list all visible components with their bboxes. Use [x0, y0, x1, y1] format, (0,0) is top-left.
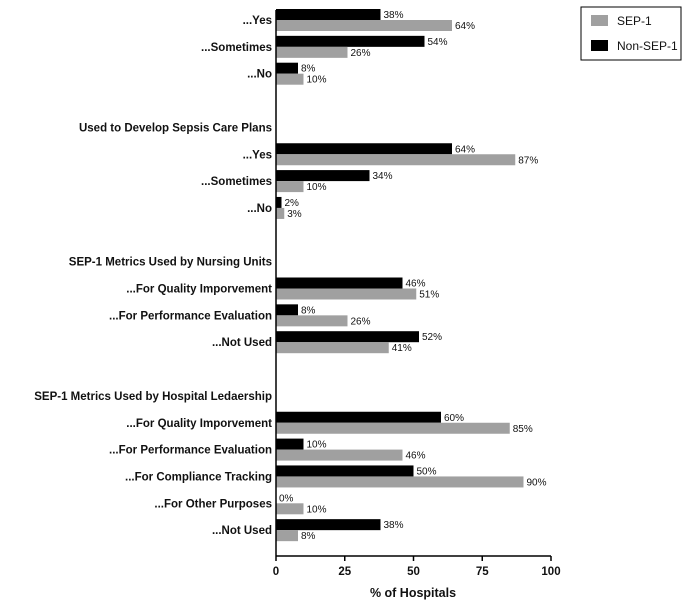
category-label: ...For Compliance Tracking	[125, 471, 272, 483]
bar-sep1	[276, 422, 510, 434]
category-label: ...Yes	[243, 149, 272, 161]
category-label: ...For Performance Evaluation	[109, 445, 272, 457]
data-label-non-sep1: 0%	[279, 493, 294, 504]
data-label-sep1: 90%	[527, 477, 547, 488]
category-label: ...For Quality Imporvement	[126, 284, 272, 296]
bar-sep1	[276, 342, 389, 354]
data-label-non-sep1: 8%	[301, 64, 316, 75]
category-label: ...Sometimes	[201, 176, 272, 188]
data-label-non-sep1: 34%	[373, 171, 393, 182]
data-label-non-sep1: 38%	[384, 520, 404, 531]
bar-non-sep1	[276, 331, 419, 343]
x-tick-label: 25	[338, 566, 351, 578]
x-tick-label: 0	[273, 566, 279, 578]
bar-sep1	[276, 288, 417, 300]
data-label-sep1: 10%	[307, 75, 327, 86]
x-tick-label: 100	[541, 566, 560, 578]
data-label-non-sep1: 50%	[417, 466, 437, 477]
x-tick-label: 75	[476, 566, 489, 578]
legend: SEP-1 Non-SEP-1	[580, 6, 682, 61]
bar-non-sep1	[276, 411, 441, 423]
data-label-sep1: 41%	[392, 343, 412, 354]
bars-layer: ...Yes 38%64%...Sometimes 54%26%...No 8%10%…	[34, 9, 547, 542]
legend-swatch	[591, 40, 608, 51]
x-tick-label: 50	[407, 566, 420, 578]
data-label-sep1: 3%	[287, 209, 302, 220]
data-label-sep1: 10%	[307, 182, 327, 193]
data-label-non-sep1: 2%	[285, 198, 300, 209]
data-label-non-sep1: 46%	[406, 279, 426, 290]
bar-non-sep1	[276, 196, 282, 208]
data-label-non-sep1: 52%	[422, 332, 442, 343]
bar-sep1	[276, 46, 348, 58]
bar-sep1	[276, 207, 285, 219]
group-heading: SEP-1 Metrics Used by Hospital Ledaershi…	[34, 391, 272, 403]
category-label: ...For Quality Imporvement	[126, 418, 272, 430]
category-label: ...No	[247, 203, 272, 215]
data-label-sep1: 8%	[301, 531, 316, 542]
bar-sep1	[276, 20, 452, 31]
bar-sep1	[276, 154, 516, 166]
bar-sep1	[276, 503, 304, 515]
data-label-non-sep1: 10%	[307, 440, 327, 451]
bar-sep1	[276, 476, 524, 488]
data-label-sep1: 85%	[513, 424, 533, 435]
category-label: ...For Other Purposes	[154, 498, 272, 510]
category-label: ...Yes	[243, 15, 272, 27]
bar-non-sep1	[276, 519, 381, 531]
data-label-sep1: 26%	[351, 316, 371, 327]
bar-sep1	[276, 73, 304, 85]
category-label: ...Not Used	[212, 337, 272, 349]
bar-non-sep1	[276, 277, 403, 289]
data-label-non-sep1: 60%	[444, 413, 464, 424]
legend-label: SEP-1	[617, 14, 652, 28]
bar-non-sep1	[276, 438, 304, 450]
category-label: ...For Performance Evaluation	[109, 310, 272, 322]
bar-non-sep1	[276, 62, 298, 74]
bar-non-sep1	[276, 143, 452, 155]
legend-label: Non-SEP-1	[617, 39, 678, 53]
category-label: ...No	[247, 69, 272, 81]
bar-non-sep1	[276, 465, 414, 477]
x-axis-label: % of Hospitals	[370, 586, 456, 600]
category-label: ...Not Used	[212, 525, 272, 537]
data-label-sep1: 64%	[455, 21, 475, 32]
data-label-non-sep1: 54%	[428, 37, 448, 48]
x-axis: % of Hospitals 0 25 50 75 100	[273, 10, 561, 600]
group-heading: SEP-1 Metrics Used by Nursing Units	[69, 257, 272, 269]
bar-non-sep1	[276, 170, 370, 182]
data-label-non-sep1: 38%	[384, 10, 404, 21]
bar-sep1	[276, 315, 348, 327]
category-label: ...Sometimes	[201, 42, 272, 54]
bar-sep1	[276, 181, 304, 193]
data-label-sep1: 26%	[351, 48, 371, 59]
bar-sep1	[276, 530, 298, 542]
bar-non-sep1	[276, 304, 298, 316]
bar-non-sep1	[276, 9, 381, 20]
group-heading: Used to Develop Sepsis Care Plans	[79, 122, 272, 134]
data-label-sep1: 10%	[307, 504, 327, 515]
data-label-non-sep1: 64%	[455, 144, 475, 155]
bar-sep1	[276, 449, 403, 461]
data-label-non-sep1: 8%	[301, 305, 316, 316]
legend-swatch	[591, 15, 608, 26]
data-label-sep1: 51%	[419, 290, 439, 301]
bar-non-sep1	[276, 35, 425, 47]
data-label-sep1: 87%	[518, 155, 538, 166]
data-label-sep1: 46%	[406, 451, 426, 462]
